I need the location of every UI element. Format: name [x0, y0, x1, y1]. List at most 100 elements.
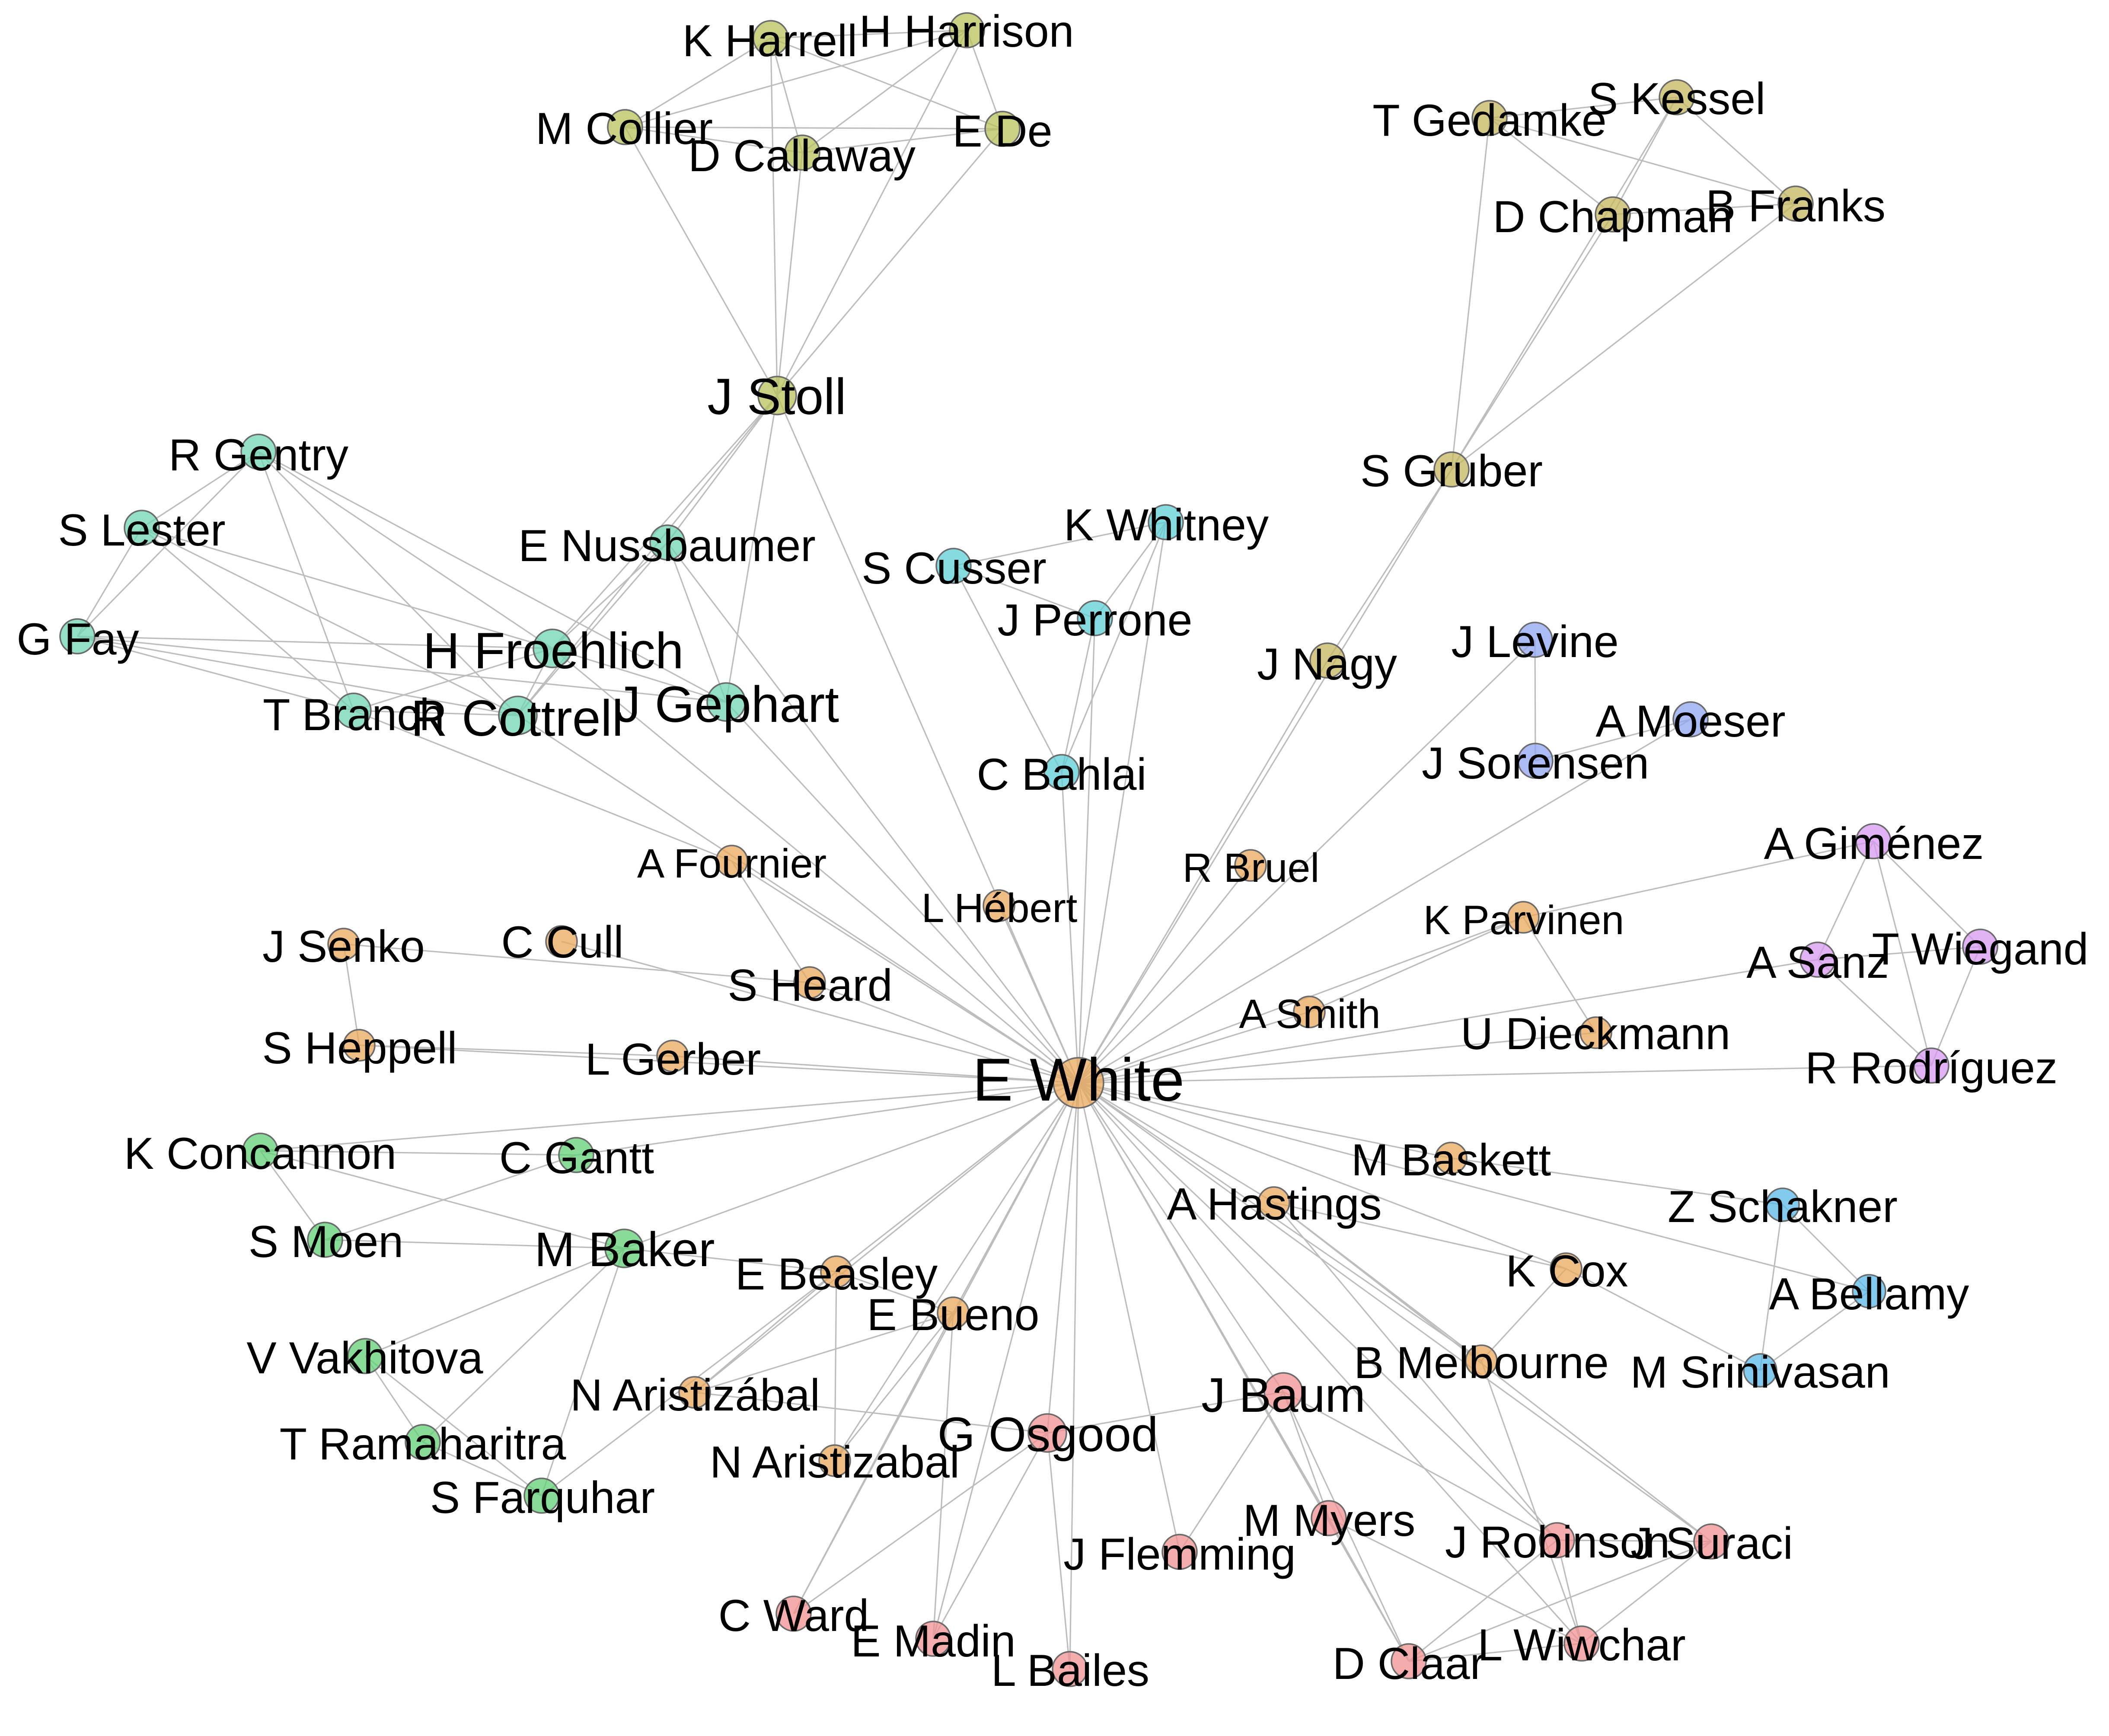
- node-tbranch: [335, 692, 372, 729]
- edge-ebeasley-mbaker: [624, 1248, 837, 1273]
- edge-udieckmann-ewhite: [1078, 1032, 1596, 1084]
- edge-vvakhitova-sfarquhar: [365, 1355, 542, 1497]
- node-label-asanz: A Sanz: [1746, 938, 1889, 988]
- edge-kwhitney-ewhite: [1078, 522, 1167, 1083]
- edge-tgedamke-dchapman: [1489, 117, 1613, 215]
- node-jbaum: [1263, 1372, 1303, 1412]
- node-label-msrinivasan: M Srinivasan: [1630, 1347, 1890, 1398]
- node-kharrell: [753, 20, 789, 56]
- node-label-mcollier: M Collier: [536, 104, 713, 154]
- edge-bmelbourne-lwiwchar: [1480, 1360, 1583, 1644]
- node-label-skessel: S Kessel: [1588, 74, 1765, 124]
- node-jsenko: [327, 928, 360, 961]
- node-rrodriguez: [1913, 1047, 1949, 1084]
- edge-mbaker-sfarquhar: [541, 1248, 625, 1496]
- node-tramaharitra: [405, 1424, 441, 1460]
- edge-hfroehlich-tbranch: [353, 648, 553, 712]
- node-label-jnagy: J Nagy: [1257, 639, 1397, 689]
- node-gosgood: [1027, 1413, 1067, 1453]
- node-label-bfranks: B Franks: [1706, 181, 1886, 231]
- node-twiegand: [1962, 929, 1998, 965]
- edge-kparvinen-udieckmann: [1522, 917, 1597, 1033]
- node-label-hfroehlich: H Froehlich: [423, 622, 683, 680]
- edge-emadin-ewhite: [932, 1082, 1079, 1639]
- edge-mcollier-ede: [625, 126, 1003, 130]
- node-jperrone: [1077, 600, 1113, 636]
- edge-jstoll-enussbaumer: [667, 395, 778, 543]
- node-dcallaway: [784, 134, 820, 171]
- node-label-scusser: S Cusser: [861, 543, 1047, 594]
- node-amoeser: [1672, 701, 1709, 737]
- node-lhebert: [983, 889, 1015, 922]
- edge-rgentry-gfay: [77, 451, 259, 637]
- edge-kconcannon-cgantt: [260, 1150, 577, 1156]
- edge-naristizabal2-ewhite: [834, 1082, 1079, 1461]
- node-label-lhebert: L Hébert: [922, 885, 1078, 931]
- node-asanz: [1800, 941, 1836, 978]
- edge-slester-rcottrell: [141, 527, 518, 716]
- edge-rgentry-rcottrell: [258, 451, 519, 716]
- node-label-mbaker: M Baker: [535, 1222, 715, 1276]
- edge-skessel-dchapman: [1612, 97, 1678, 215]
- node-label-smoen: S Moen: [249, 1217, 403, 1267]
- edge-scusser-jperrone: [953, 565, 1095, 619]
- edge-cgantt-ewhite: [576, 1082, 1079, 1156]
- edge-ebueno-naristizabal1: [694, 1312, 954, 1393]
- edge-jstoll-jgephart: [725, 395, 778, 702]
- node-jflemming: [1161, 1534, 1198, 1570]
- edge-jperrone-cbahlai: [1061, 618, 1096, 772]
- edge-abellamy-ewhite: [1078, 1082, 1870, 1292]
- edge-scusser-cbahlai: [953, 565, 1062, 772]
- edge-tbranch-afournier: [353, 710, 732, 862]
- node-label-rbruel: R Bruel: [1183, 845, 1320, 891]
- node-label-ccull: C Cull: [501, 917, 623, 967]
- edge-mcollier-jstoll: [624, 127, 778, 396]
- edge-jrobinson-dclaar: [1408, 1539, 1558, 1662]
- node-sheard: [793, 966, 826, 999]
- edge-abellamy-msrinivasan: [1760, 1290, 1870, 1371]
- edge-asanz-ewhite: [1078, 959, 1818, 1084]
- node-jgephart: [706, 682, 746, 722]
- edge-cward-ewhite: [793, 1082, 1079, 1614]
- node-label-jlevine: J Levine: [1451, 617, 1618, 667]
- node-hfroehlich: [533, 629, 572, 668]
- node-label-sheard: S Heard: [727, 961, 893, 1011]
- node-label-ebeasley: E Beasley: [735, 1249, 938, 1299]
- edge-bmelbourne-ewhite: [1078, 1082, 1482, 1362]
- node-asmith: [1293, 996, 1326, 1028]
- node-label-cbahlai: C Bahlai: [976, 750, 1146, 800]
- node-ewhite: [1053, 1057, 1104, 1109]
- node-enussbaumer: [649, 524, 686, 561]
- node-label-ede: E De: [952, 106, 1052, 156]
- edge-mmyers-lwiwchar: [1328, 1517, 1582, 1644]
- node-ede: [984, 111, 1021, 147]
- node-kcox: [1550, 1252, 1583, 1285]
- edge-gfay-jgephart: [77, 635, 727, 703]
- edge-jbaum-mmyers: [1283, 1391, 1330, 1519]
- edge-cgantt-smoen: [325, 1154, 577, 1241]
- node-label-gosgood: G Osgood: [938, 1407, 1158, 1462]
- node-bfranks: [1777, 185, 1814, 222]
- node-label-zschakner: Z Schakner: [1668, 1182, 1898, 1232]
- node-emadin: [915, 1621, 951, 1657]
- node-label-sfarquhar: S Farquhar: [430, 1473, 655, 1523]
- node-mmyers: [1311, 1500, 1347, 1536]
- edge-lwiwchar-dclaar: [1408, 1643, 1582, 1662]
- node-cbahlai: [1043, 754, 1080, 790]
- edge-tbranch-rcottrell: [353, 710, 518, 716]
- edge-kwhitney-cbahlai: [1061, 522, 1167, 772]
- edge-jflemming-ewhite: [1078, 1082, 1181, 1552]
- node-label-tgedamke: T Gedamke: [1372, 96, 1606, 146]
- edge-kharrell-ede: [770, 37, 1003, 130]
- node-label-cgantt: C Gantt: [499, 1133, 654, 1183]
- edge-mbaker-tramaharitra: [422, 1248, 625, 1443]
- edge-kwhitney-scusser: [953, 521, 1166, 567]
- edge-gosgood-ewhite: [1047, 1082, 1079, 1433]
- node-label-kcox: K Cox: [1506, 1246, 1628, 1296]
- node-jnagy: [1309, 642, 1346, 679]
- edge-agimenez-kparvinen: [1523, 840, 1874, 918]
- node-label-jrobinson: J Robinson: [1445, 1517, 1670, 1567]
- edge-amoeser-jsorensen: [1535, 718, 1691, 762]
- edge-dchapman-sgruber: [1451, 214, 1614, 470]
- edge-jsuraci-dclaar: [1408, 1541, 1712, 1662]
